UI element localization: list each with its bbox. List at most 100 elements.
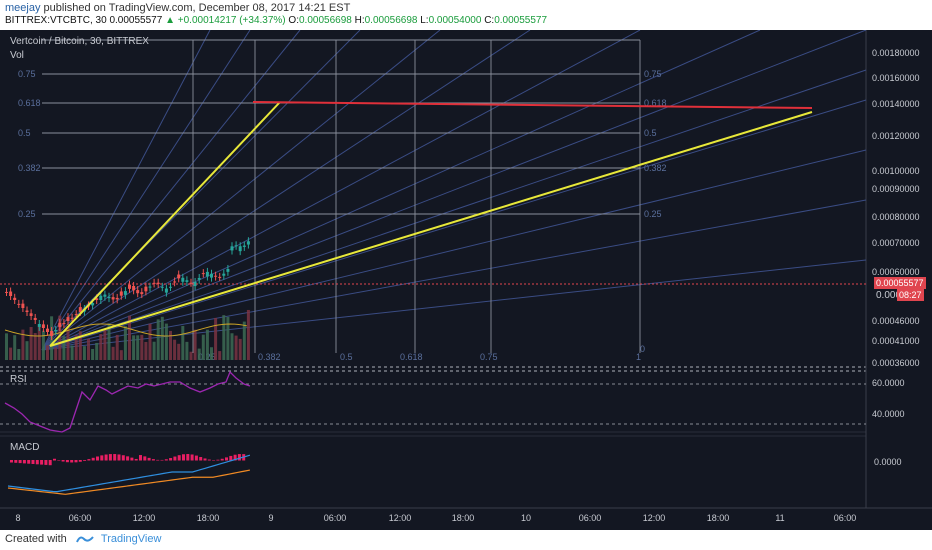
volume-bar xyxy=(29,327,33,360)
candle-body xyxy=(177,274,181,279)
macd-histogram-bar xyxy=(65,460,69,463)
time-axis-label: 06:00 xyxy=(579,513,602,523)
volume-bar xyxy=(70,345,74,360)
candle-body xyxy=(144,286,148,292)
macd-histogram-bar xyxy=(104,454,108,461)
volume-bar xyxy=(13,335,17,360)
candle-body xyxy=(58,322,62,327)
macd-histogram-bar xyxy=(216,459,220,461)
time-axis-label: 18:00 xyxy=(707,513,730,523)
fib-level-label-left: 0.618 xyxy=(18,98,41,108)
candle-body xyxy=(181,277,185,282)
candle-body xyxy=(226,268,230,272)
price-axis-label: 0.00180000 xyxy=(872,48,920,58)
vol-label: Vol xyxy=(10,50,24,61)
volume-bar xyxy=(58,315,62,360)
candle-body xyxy=(189,282,193,284)
volume-bar xyxy=(33,333,37,360)
candle-body xyxy=(201,273,205,275)
fib-level-label-bottom: 0.618 xyxy=(400,352,423,362)
volume-bar xyxy=(234,335,238,360)
volume-bar xyxy=(148,323,152,360)
macd-histogram-bar xyxy=(14,460,18,463)
high-value: 0.00056698 xyxy=(364,15,418,26)
author-link[interactable]: meejay xyxy=(5,2,41,14)
volume-bar xyxy=(37,326,41,360)
macd-histogram-bar xyxy=(57,460,61,461)
macd-histogram-bar xyxy=(44,460,48,465)
volume-bar xyxy=(189,351,193,360)
fib-level-label-bottom: 0.382 xyxy=(258,352,281,362)
fan-line xyxy=(41,149,867,351)
volume-bar xyxy=(136,335,140,360)
volume-bar xyxy=(201,334,205,360)
macd-histogram-bar xyxy=(233,454,237,461)
macd-histogram-bar xyxy=(10,460,13,463)
macd-histogram-bar xyxy=(48,460,52,466)
volume-bar xyxy=(177,343,181,360)
candle-body xyxy=(222,273,226,276)
candle-body xyxy=(234,245,238,247)
volume-bar xyxy=(21,329,25,360)
candle-body xyxy=(152,282,156,284)
macd-histogram-bar xyxy=(40,460,44,465)
fib-level-label-bottom: 0.75 xyxy=(480,352,498,362)
volume-bar xyxy=(210,347,213,360)
macd-histogram-bar xyxy=(164,459,168,461)
macd-histogram-bar xyxy=(199,457,203,461)
symbol-label: BITTREX:VTCBTC, 30 xyxy=(5,15,107,26)
fib-level-label-left: 0.25 xyxy=(18,209,36,219)
price-axis-label: 0.00046000 xyxy=(872,316,920,326)
macd-histogram-bar xyxy=(143,456,147,461)
fan-line xyxy=(41,30,251,351)
time-axis-label: 10 xyxy=(521,513,531,523)
candle-body xyxy=(111,297,115,300)
volume-bar xyxy=(246,309,250,360)
macd-histogram-bar xyxy=(229,455,233,461)
volume-bar xyxy=(169,330,172,360)
candle-body xyxy=(78,307,82,312)
volume-bar xyxy=(132,335,136,360)
candle-body xyxy=(132,285,136,291)
candle-body xyxy=(37,324,41,327)
chart-svg[interactable]: 0.75 0.618 0.5 0.382 0.25 0.75 0.618 0.5 0.382 0.… xyxy=(0,30,932,530)
candle-body xyxy=(99,295,103,301)
macd-histogram-bar xyxy=(78,460,82,462)
macd-histogram-bar xyxy=(160,459,164,461)
chart-area[interactable]: 0.75 0.618 0.5 0.382 0.25 0.75 0.618 0.5 0.382 0.… xyxy=(0,30,932,530)
macd-histogram-bar xyxy=(126,456,130,461)
close-label: C: xyxy=(484,15,495,26)
trendline-shallow xyxy=(49,111,813,347)
volume-bar xyxy=(111,346,115,360)
volume-ma-line xyxy=(4,323,247,337)
macd-histogram-bar xyxy=(113,454,117,461)
price-axis-label: 0.00120000 xyxy=(872,131,920,141)
macd-histogram-bar xyxy=(169,458,173,461)
volume-bar xyxy=(214,317,218,360)
macd-histogram-bar xyxy=(83,460,87,461)
candle-body xyxy=(70,317,74,319)
price-axis-label: 0.00160000 xyxy=(872,73,920,83)
rsi-axis-label: 40.0000 xyxy=(872,409,905,419)
macd-histogram-bar xyxy=(186,454,190,461)
candle-body xyxy=(128,284,131,289)
candle-body xyxy=(25,310,29,312)
macd-histogram-bar xyxy=(108,454,112,461)
fan-line xyxy=(41,30,641,351)
tradingview-link[interactable]: TradingView xyxy=(100,533,162,545)
candle-body xyxy=(136,290,140,294)
last-price: 0.00055577 xyxy=(109,15,163,26)
price-axis-label: 0.00100000 xyxy=(872,166,920,176)
macd-histogram-bar xyxy=(117,454,121,461)
candle-body xyxy=(46,328,49,332)
candle-body xyxy=(140,292,144,295)
time-axis-label: 11 xyxy=(775,513,784,523)
fan-line xyxy=(41,30,531,351)
volume-bar xyxy=(238,338,242,360)
macd-histogram-bar xyxy=(70,460,74,463)
macd-histogram-bar xyxy=(130,457,134,461)
volume-bar xyxy=(25,341,29,360)
price-axis-label: 0.00080000 xyxy=(872,212,920,222)
chart-title: Vertcoin / Bitcoin, 30, BITTREX xyxy=(10,36,149,47)
macd-histogram-bar xyxy=(147,457,151,461)
